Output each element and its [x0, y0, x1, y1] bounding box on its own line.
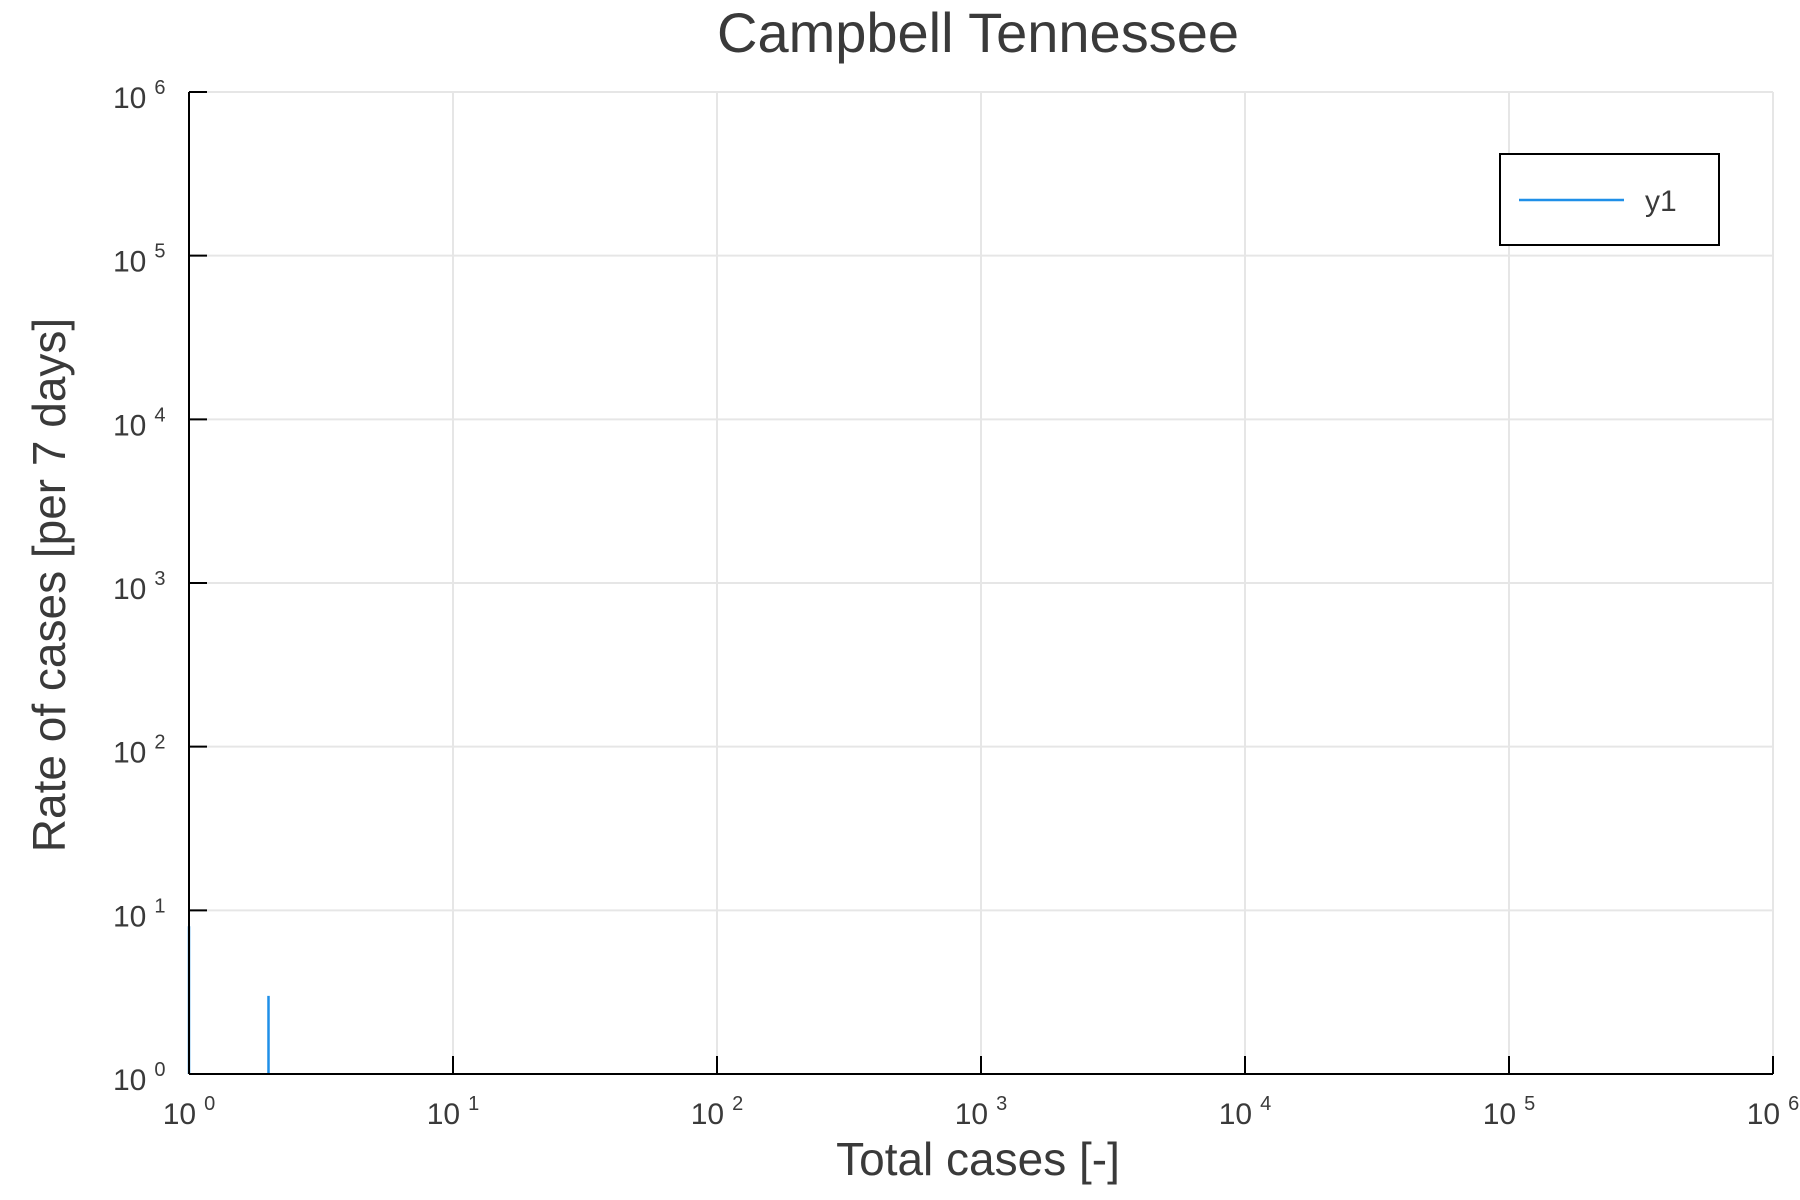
x-tick-exponent: 5	[1524, 1093, 1535, 1115]
chart-title: Campbell Tennessee	[717, 1, 1239, 64]
x-tick-base: 10	[163, 1098, 196, 1131]
y-tick-base: 10	[113, 900, 146, 933]
y-tick-label: 10 5	[113, 241, 166, 279]
x-tick-label: 10 2	[691, 1093, 744, 1131]
tick-labels: 10 0 10 1 10 2 10 3 10 4 10 5 10 610 010 110 210 310 410 51…	[113, 77, 1799, 1131]
x-tick-label: 10 5	[1483, 1093, 1536, 1131]
y-tick-exponent: 3	[154, 568, 165, 590]
legend: y1	[1499, 153, 1720, 246]
y-tick-exponent: 0	[154, 1059, 165, 1081]
y-axis-label: Rate of cases [per 7 days]	[23, 318, 75, 852]
y-tick-base: 10	[113, 409, 146, 442]
x-tick-label: 10 1	[427, 1093, 480, 1131]
y-tick-label: 10 3	[113, 568, 166, 606]
y-tick-label: 10 2	[113, 732, 166, 770]
x-tick-exponent: 6	[1788, 1093, 1799, 1115]
x-tick-base: 10	[1219, 1098, 1252, 1131]
x-tick-exponent: 3	[996, 1093, 1007, 1115]
y-tick-exponent: 5	[154, 241, 165, 263]
y-tick-label: 10 4	[113, 404, 166, 442]
x-tick-base: 10	[955, 1098, 988, 1131]
y-tick-label: 10 6	[113, 77, 166, 115]
y-tick-base: 10	[113, 246, 146, 279]
axes	[188, 91, 1774, 1075]
x-tick-label: 10 3	[955, 1093, 1008, 1131]
y-tick-base: 10	[113, 573, 146, 606]
y-tick-exponent: 6	[154, 77, 165, 99]
y-tick-exponent: 4	[154, 404, 165, 426]
y-tick-label: 10 0	[113, 1059, 166, 1097]
x-tick-exponent: 4	[1260, 1093, 1271, 1115]
x-tick-label: 10 6	[1747, 1093, 1800, 1131]
x-tick-base: 10	[1483, 1098, 1516, 1131]
x-tick-exponent: 2	[732, 1093, 743, 1115]
x-tick-exponent: 1	[468, 1093, 479, 1115]
x-tick-base: 10	[691, 1098, 724, 1131]
y-tick-base: 10	[113, 737, 146, 770]
legend-label-y1: y1	[1645, 185, 1677, 218]
y-tick-label: 10 1	[113, 895, 166, 933]
x-tick-label: 10 0	[163, 1093, 216, 1131]
x-axis-label: Total cases [-]	[836, 1133, 1120, 1185]
x-tick-label: 10 4	[1219, 1093, 1272, 1131]
y-tick-base: 10	[113, 82, 146, 115]
y-tick-exponent: 2	[154, 732, 165, 754]
x-tick-exponent: 0	[204, 1093, 215, 1115]
x-tick-base: 10	[427, 1098, 460, 1131]
y-tick-base: 10	[113, 1064, 146, 1097]
y-tick-exponent: 1	[154, 895, 165, 917]
x-tick-base: 10	[1747, 1098, 1780, 1131]
